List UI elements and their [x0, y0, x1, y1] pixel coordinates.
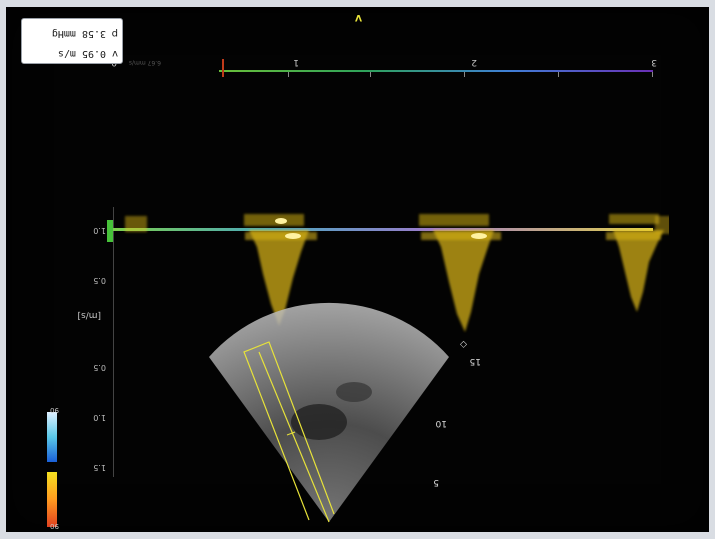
color-scale-negative	[47, 412, 57, 462]
time-tick	[464, 72, 465, 77]
depth-mark: 15	[469, 356, 481, 366]
colorbar-top-label: 90	[50, 406, 59, 414]
pressure-value: 3.58 mmHg	[51, 28, 106, 39]
time-tick-label: 2	[471, 57, 477, 67]
time-tick	[652, 72, 653, 77]
time-tick-label: 3	[651, 57, 657, 67]
measurement-box[interactable]: v 0.95 m/s p 3.58 mmHg	[21, 18, 123, 64]
peak-marker[interactable]: ◇	[460, 339, 467, 349]
ultrasound-screen: 1.5 1.0 0.5 0.5 1.0 [m/s] 3 2 1 0 6.67 m…	[6, 7, 709, 532]
time-tick	[288, 72, 289, 77]
velocity-value: 0.95 m/s	[57, 48, 106, 59]
y-tick-label: 0.5	[93, 363, 106, 372]
depth-mark: 5	[433, 477, 439, 487]
pressure-key: p	[111, 28, 118, 39]
y-tick-label: 1.0	[93, 413, 106, 422]
colorbar-bottom-label: 90	[50, 522, 59, 530]
depth-mark: 10	[435, 418, 447, 428]
y-tick-label: 1.0	[93, 226, 106, 235]
y-tick-label: 1.5	[93, 463, 106, 472]
time-axis	[219, 70, 653, 72]
echo-sector-image	[209, 302, 449, 523]
time-scale-label: 6.67 mm/s	[128, 59, 161, 66]
cursor-marker[interactable]	[222, 59, 224, 77]
time-tick-label: 1	[293, 57, 299, 67]
color-scale-positive	[47, 472, 57, 527]
y-tick-label: 0.5	[93, 276, 106, 285]
probe-marker: V	[355, 12, 362, 22]
time-tick	[370, 72, 371, 77]
doppler-spectrum: ◇	[125, 214, 669, 349]
velocity-key: v	[112, 48, 118, 59]
time-tick	[558, 72, 559, 77]
velocity-unit-label: [m/s]	[77, 310, 101, 320]
flipped-display: 1.5 1.0 0.5 0.5 1.0 [m/s] 3 2 1 0 6.67 m…	[6, 7, 709, 532]
